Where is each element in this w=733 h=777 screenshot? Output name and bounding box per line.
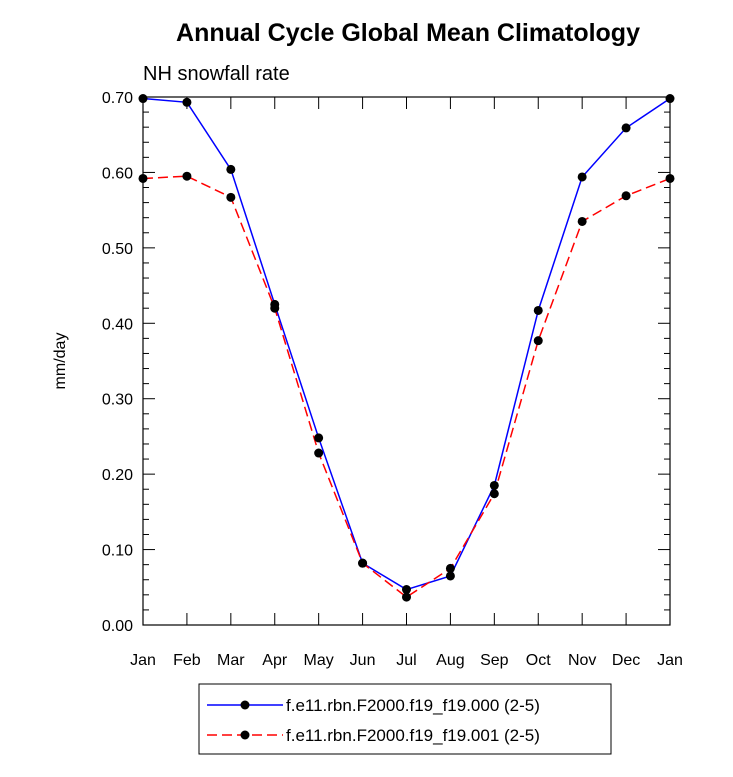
data-point [270,303,280,313]
plot-frame [142,96,671,626]
x-tick-label: Jun [350,652,376,669]
y-tick-label: 0.20 [102,467,133,484]
x-tick-label: Jul [396,652,416,669]
x-tick-label: Jan [130,652,156,669]
legend-marker-0 [240,700,250,710]
data-point [445,571,455,581]
x-tick-label: Dec [612,652,640,669]
data-point [314,448,324,458]
legend-label-1: f.e11.rbn.F2000.f19_f19.001 (2-5) [286,726,540,745]
x-tick-label: Feb [173,652,201,669]
data-point [621,191,631,201]
legend: f.e11.rbn.F2000.f19_f19.000 (2-5) f.e11.r… [198,683,612,755]
x-tick-label: May [304,652,334,669]
data-point [226,192,236,202]
x-tick-label: Aug [436,652,464,669]
y-tick-label: 0.30 [102,392,133,409]
x-tick-label: Apr [262,652,288,669]
data-point [533,305,543,315]
y-tick-label: 0.00 [102,618,133,635]
chart-subtitle: NH snowfall rate [143,63,290,85]
series-line-0 [142,97,671,591]
x-tick-label: Oct [526,652,551,669]
legend-label-0: f.e11.rbn.F2000.f19_f19.000 (2-5) [286,696,540,715]
y-tick-label: 0.10 [102,543,133,560]
data-point [445,563,455,573]
y-tick-label: 0.70 [102,90,133,107]
axis-ticks [142,96,671,626]
data-point [226,164,236,174]
series-line-1 [142,175,671,599]
data-point [489,489,499,499]
data-point [358,558,368,568]
data-point [402,585,411,595]
y-tick-label: 0.60 [102,165,133,182]
data-point [314,433,324,443]
series-lines [142,97,671,599]
data-point [402,592,411,602]
tick-labels: Jan Feb Mar Apr May Jun Jul Aug Sep Oct Nov Dec Jan 0… [102,90,683,669]
data-point [621,123,631,133]
data-point [577,216,587,226]
data-point [182,171,192,181]
data-point [533,336,543,346]
legend-marker-1 [240,730,250,740]
y-tick-label: 0.50 [102,241,133,258]
data-point [182,97,192,107]
x-tick-label: Mar [217,652,245,669]
y-tick-label: 0.40 [102,316,133,333]
x-tick-label: Nov [568,652,596,669]
x-tick-label: Sep [480,652,509,669]
data-point [577,172,587,182]
data-point [489,480,499,490]
x-tick-label: Jan [657,652,683,669]
chart-title: Annual Cycle Global Mean Climatology [176,19,640,47]
y-axis-label: mm/day [52,333,69,390]
legend-box [198,683,612,755]
series-markers [138,94,675,602]
